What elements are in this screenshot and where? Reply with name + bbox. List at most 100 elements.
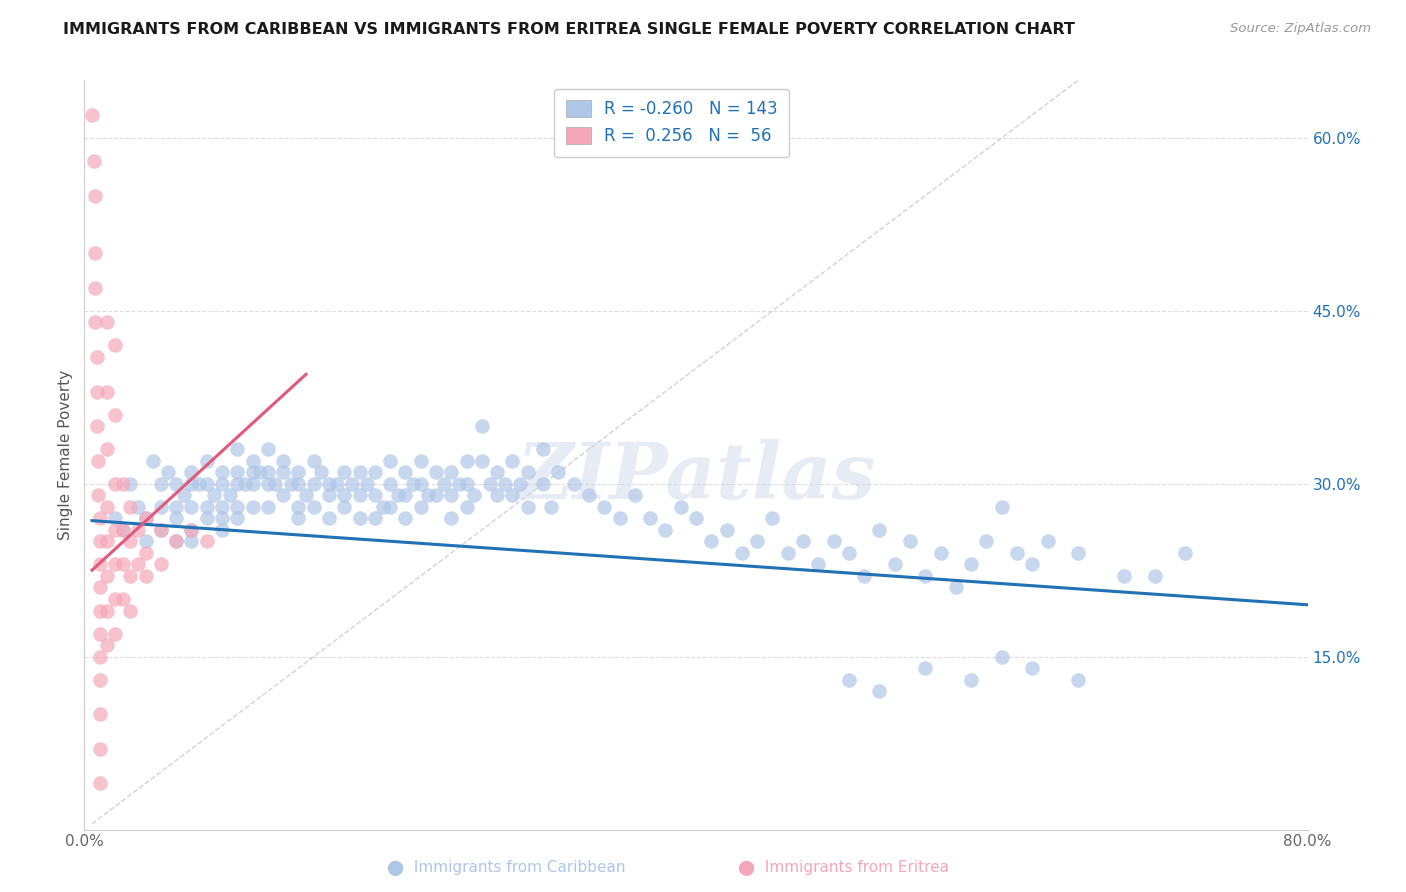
- Point: [364, 511, 387, 525]
- Point: [593, 500, 616, 514]
- Point: [104, 338, 127, 352]
- Point: [394, 465, 416, 479]
- Point: [142, 453, 165, 467]
- Point: [96, 638, 118, 652]
- Point: [1114, 569, 1136, 583]
- Point: [120, 500, 142, 514]
- Point: [898, 534, 921, 549]
- Point: [87, 488, 110, 502]
- Point: [165, 534, 187, 549]
- Point: [149, 558, 172, 572]
- Point: [440, 465, 463, 479]
- Point: [271, 488, 294, 502]
- Point: [287, 476, 309, 491]
- Point: [478, 476, 501, 491]
- Point: [195, 511, 218, 525]
- Point: [96, 603, 118, 617]
- Point: [120, 534, 142, 549]
- Point: [84, 188, 107, 202]
- Point: [333, 488, 356, 502]
- Point: [1005, 546, 1028, 560]
- Point: [1143, 569, 1166, 583]
- Point: [264, 476, 287, 491]
- Point: [188, 476, 211, 491]
- Point: [838, 673, 860, 687]
- Point: [287, 500, 309, 514]
- Point: [433, 476, 456, 491]
- Point: [364, 465, 387, 479]
- Point: [776, 546, 799, 560]
- Point: [135, 546, 157, 560]
- Point: [89, 581, 111, 595]
- Point: [211, 476, 233, 491]
- Point: [165, 476, 187, 491]
- Point: [945, 581, 967, 595]
- Point: [271, 453, 294, 467]
- Point: [180, 523, 202, 537]
- Point: [211, 500, 233, 514]
- Point: [402, 476, 425, 491]
- Point: [89, 558, 111, 572]
- Point: [135, 569, 157, 583]
- Point: [87, 453, 110, 467]
- Point: [173, 488, 195, 502]
- Y-axis label: Single Female Poverty: Single Female Poverty: [58, 370, 73, 540]
- Point: [349, 488, 371, 502]
- Point: [731, 546, 754, 560]
- Point: [104, 592, 127, 607]
- Point: [716, 523, 738, 537]
- Point: [547, 465, 569, 479]
- Point: [195, 534, 218, 549]
- Point: [96, 442, 118, 457]
- Point: [149, 476, 172, 491]
- Point: [883, 558, 905, 572]
- Point: [456, 476, 478, 491]
- Point: [86, 384, 108, 399]
- Point: [211, 523, 233, 537]
- Point: [84, 246, 107, 260]
- Point: [823, 534, 845, 549]
- Point: [104, 626, 127, 640]
- Point: [89, 534, 111, 549]
- Point: [318, 511, 340, 525]
- Point: [1036, 534, 1059, 549]
- Point: [440, 488, 463, 502]
- Point: [516, 500, 538, 514]
- Point: [135, 511, 157, 525]
- Point: [638, 511, 661, 525]
- Point: [242, 476, 264, 491]
- Point: [89, 707, 111, 722]
- Point: [991, 500, 1014, 514]
- Point: [104, 476, 127, 491]
- Point: [302, 476, 325, 491]
- Point: [456, 500, 478, 514]
- Point: [180, 534, 202, 549]
- Point: [960, 673, 983, 687]
- Point: [84, 315, 107, 329]
- Point: [463, 488, 485, 502]
- Point: [700, 534, 723, 549]
- Point: [111, 558, 134, 572]
- Point: [257, 465, 280, 479]
- Point: [211, 465, 233, 479]
- Point: [486, 488, 509, 502]
- Point: [380, 500, 402, 514]
- Point: [195, 453, 218, 467]
- Text: ⬤  Immigrants from Eritrea: ⬤ Immigrants from Eritrea: [738, 860, 949, 876]
- Point: [127, 500, 149, 514]
- Text: Source: ZipAtlas.com: Source: ZipAtlas.com: [1230, 22, 1371, 36]
- Point: [502, 488, 524, 502]
- Point: [280, 476, 302, 491]
- Point: [257, 500, 280, 514]
- Point: [83, 153, 105, 168]
- Point: [318, 476, 340, 491]
- Point: [761, 511, 783, 525]
- Point: [111, 592, 134, 607]
- Point: [447, 476, 470, 491]
- Point: [180, 476, 202, 491]
- Point: [195, 500, 218, 514]
- Point: [89, 603, 111, 617]
- Point: [89, 511, 111, 525]
- Point: [180, 523, 202, 537]
- Point: [149, 523, 172, 537]
